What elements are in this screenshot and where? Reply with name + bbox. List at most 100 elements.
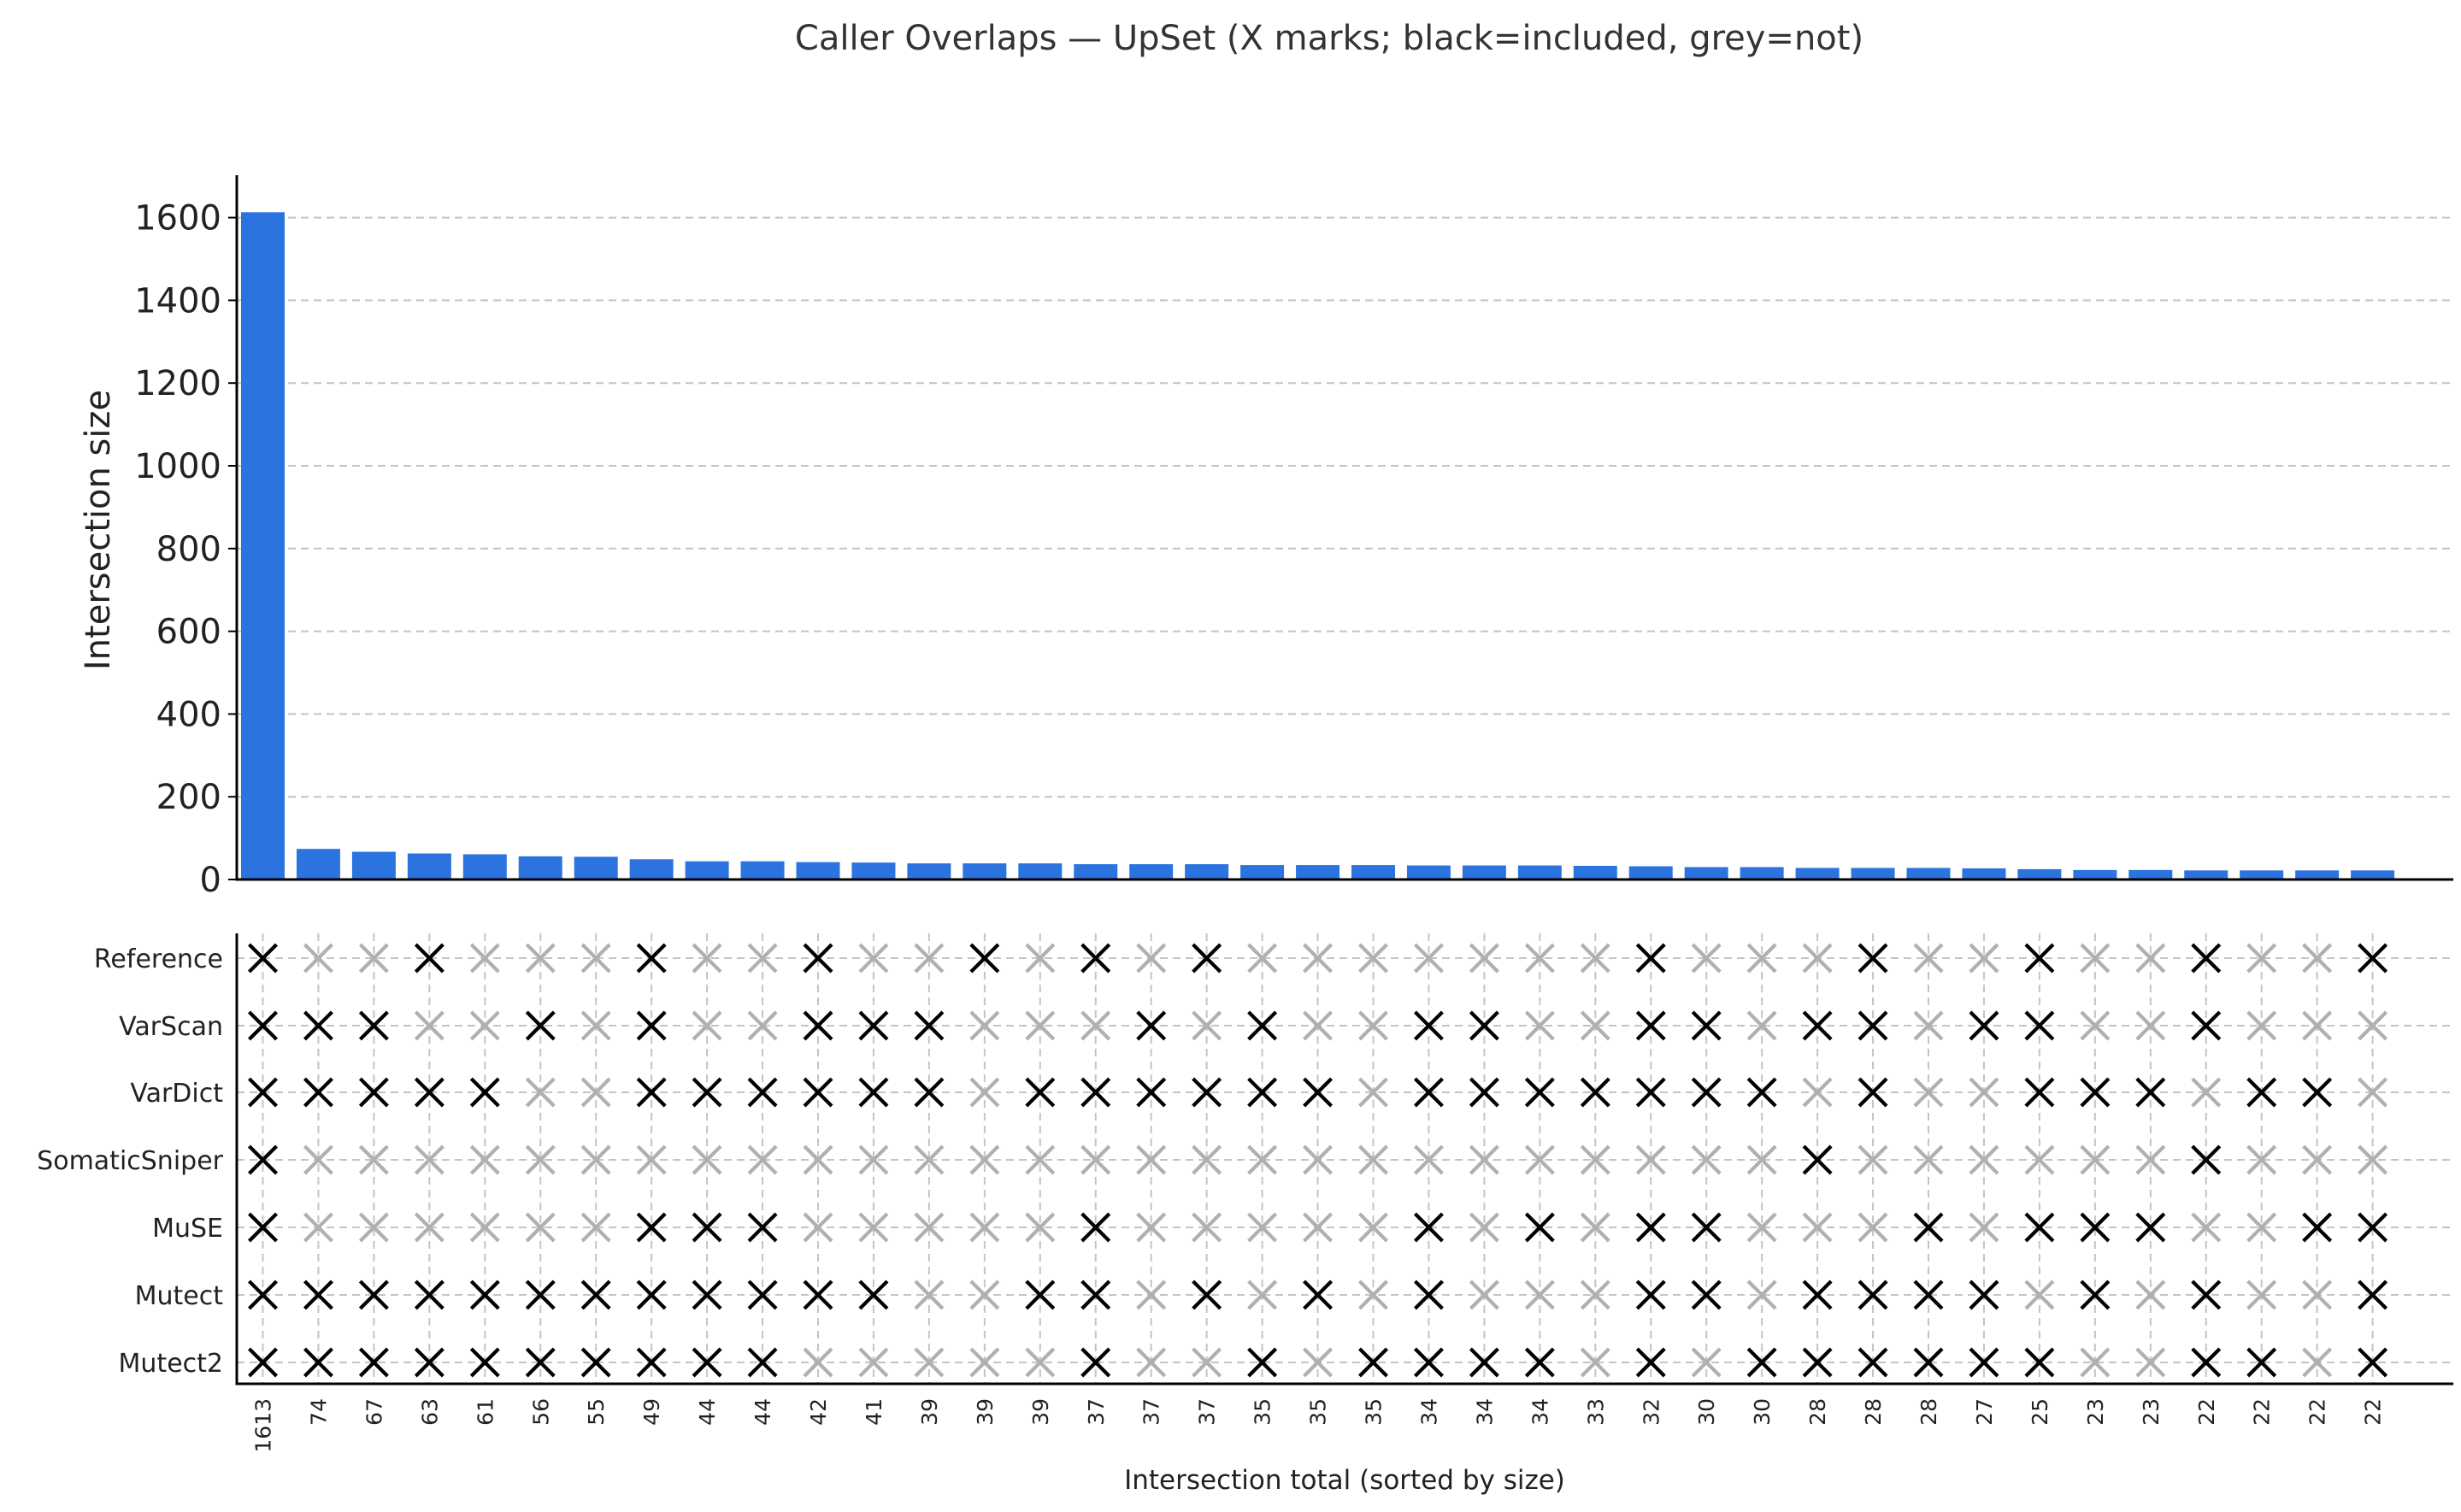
included-mark — [636, 1347, 667, 1378]
excluded-mark — [2302, 1347, 2333, 1378]
excluded-mark — [2302, 1010, 2333, 1041]
included-mark — [2024, 1010, 2055, 1041]
included-mark — [248, 1347, 278, 1378]
excluded-mark — [1358, 1144, 1388, 1175]
included-mark — [303, 1077, 333, 1108]
excluded-mark — [747, 943, 778, 974]
included-mark — [858, 1077, 889, 1108]
excluded-mark — [1580, 943, 1610, 974]
excluded-mark — [914, 1280, 945, 1310]
included-mark — [636, 1077, 667, 1108]
included-mark — [2358, 1347, 2388, 1378]
included-mark — [803, 1077, 833, 1108]
excluded-mark — [1691, 1347, 1722, 1378]
included-mark — [636, 1010, 667, 1041]
excluded-mark — [1025, 943, 1056, 974]
bar — [1351, 865, 1395, 880]
included-mark — [358, 1280, 389, 1310]
column-total-label: 22 — [2250, 1398, 2275, 1426]
excluded-mark — [1580, 1280, 1610, 1310]
excluded-mark — [469, 1144, 500, 1175]
excluded-mark — [858, 1347, 889, 1378]
included-mark — [636, 943, 667, 974]
included-mark — [914, 1010, 945, 1041]
column-total-label: 37 — [1195, 1398, 1220, 1426]
column-total-label: 56 — [528, 1398, 553, 1426]
included-mark — [1524, 1347, 1555, 1378]
included-mark — [1580, 1077, 1610, 1108]
membership-matrix — [248, 943, 2388, 1378]
excluded-mark — [2302, 943, 2333, 974]
bar — [1740, 867, 1784, 880]
excluded-mark — [858, 1212, 889, 1243]
column-total-label: 23 — [2139, 1398, 2164, 1426]
column-total-label: 35 — [1251, 1398, 1275, 1426]
included-mark — [1913, 1347, 1944, 1378]
column-total-label: 67 — [362, 1398, 386, 1426]
column-total-label: 33 — [1583, 1398, 1608, 1426]
included-mark — [1969, 1280, 1999, 1310]
included-mark — [803, 1010, 833, 1041]
excluded-mark — [1802, 1077, 1833, 1108]
excluded-mark — [2302, 1280, 2333, 1310]
set-label: VarScan — [119, 1012, 223, 1042]
excluded-mark — [1746, 1144, 1777, 1175]
excluded-mark — [1247, 1144, 1278, 1175]
excluded-mark — [1524, 943, 1555, 974]
column-total-label: 35 — [1306, 1398, 1331, 1426]
column-total-label: 39 — [1028, 1398, 1053, 1426]
included-mark — [969, 943, 1000, 974]
bar — [1129, 864, 1174, 880]
bar — [407, 853, 451, 880]
excluded-mark — [580, 1010, 611, 1041]
included-mark — [747, 1280, 778, 1310]
included-mark — [1080, 1077, 1111, 1108]
set-label: Mutect — [135, 1281, 224, 1311]
included-mark — [2358, 943, 2388, 974]
excluded-mark — [358, 1144, 389, 1175]
column-total-label: 34 — [1528, 1398, 1552, 1426]
excluded-mark — [2080, 1010, 2111, 1041]
bar — [1906, 868, 1951, 880]
included-mark — [1469, 1077, 1499, 1108]
included-mark — [1802, 1347, 1833, 1378]
y-tick-label: 1400 — [134, 281, 221, 321]
included-mark — [248, 943, 278, 974]
included-mark — [1303, 1280, 1334, 1310]
excluded-mark — [1580, 1010, 1610, 1041]
included-mark — [525, 1010, 556, 1041]
excluded-mark — [525, 1077, 556, 1108]
included-mark — [1192, 1077, 1222, 1108]
column-total-label: 35 — [1362, 1398, 1387, 1426]
set-labels: Reference VarScan VarDict SomaticSniper MuSE… — [37, 944, 223, 1379]
bar — [296, 849, 340, 880]
bar — [518, 856, 562, 880]
included-mark — [1635, 1077, 1666, 1108]
included-mark — [1691, 1280, 1722, 1310]
excluded-mark — [747, 1144, 778, 1175]
included-mark — [1635, 943, 1666, 974]
included-mark — [692, 1280, 722, 1310]
excluded-mark — [1136, 1212, 1167, 1243]
included-mark — [1635, 1280, 1666, 1310]
excluded-mark — [1192, 1212, 1222, 1243]
y-axis-label: Intersection size — [79, 390, 118, 670]
included-mark — [1969, 1010, 1999, 1041]
excluded-mark — [1303, 1010, 1334, 1041]
excluded-mark — [1746, 1010, 1777, 1041]
included-mark — [2135, 1212, 2166, 1243]
excluded-mark — [2024, 1144, 2055, 1175]
column-total-label: 37 — [1084, 1398, 1109, 1426]
excluded-mark — [469, 1212, 500, 1243]
excluded-mark — [1746, 943, 1777, 974]
bar — [1462, 865, 1506, 880]
excluded-mark — [2080, 943, 2111, 974]
chart-title: Caller Overlaps — UpSet (X marks; black=… — [795, 19, 1863, 58]
excluded-mark — [2246, 943, 2277, 974]
excluded-mark — [1524, 1010, 1555, 1041]
excluded-mark — [2302, 1144, 2333, 1175]
excluded-mark — [469, 943, 500, 974]
included-mark — [2080, 1280, 2111, 1310]
excluded-mark — [1802, 943, 1833, 974]
set-label: VarDict — [130, 1079, 223, 1109]
